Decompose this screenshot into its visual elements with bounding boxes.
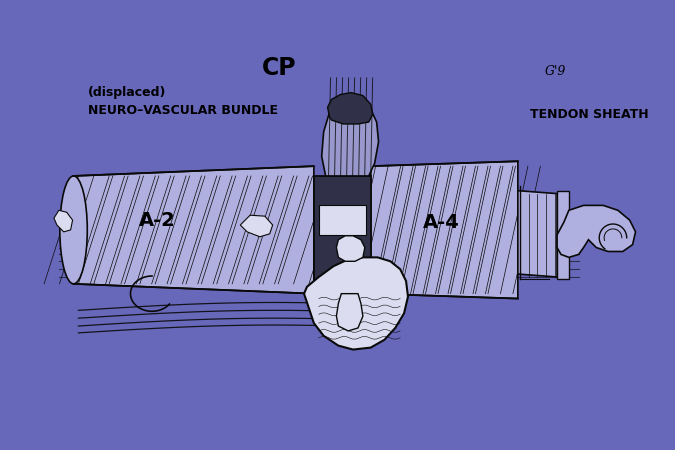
Polygon shape [518,191,557,277]
Polygon shape [322,98,379,176]
Text: NEURO–VASCULAR BUNDLE: NEURO–VASCULAR BUNDLE [88,104,278,117]
Polygon shape [240,215,273,237]
Bar [314,176,371,294]
Polygon shape [54,210,73,232]
Polygon shape [336,236,365,261]
Text: CP: CP [262,56,297,80]
Polygon shape [327,93,373,124]
Ellipse shape [60,176,87,284]
Text: (displaced): (displaced) [88,86,167,99]
Polygon shape [336,294,363,331]
Polygon shape [74,166,314,294]
Text: TENDON SHEATH: TENDON SHEATH [530,108,648,121]
Text: G'9: G'9 [544,65,566,78]
Text: A-2: A-2 [138,211,176,230]
Polygon shape [557,205,636,257]
Bar [319,205,366,235]
Polygon shape [371,161,518,298]
Bar [557,191,569,279]
Text: A-4: A-4 [423,212,460,232]
Polygon shape [304,257,408,350]
